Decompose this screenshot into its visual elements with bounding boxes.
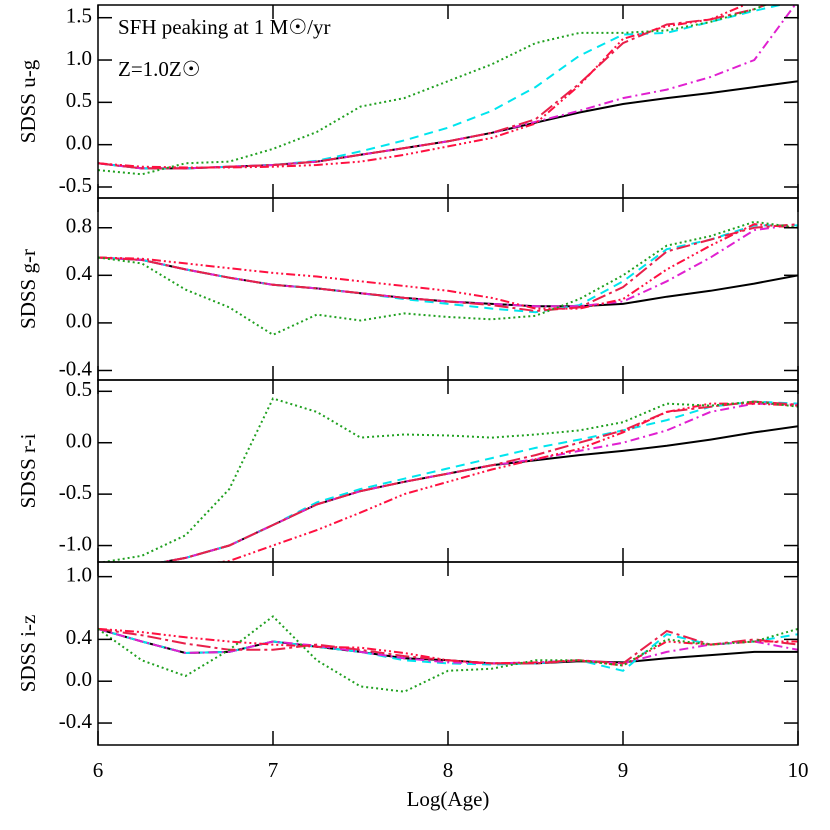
y-tick-label: -0.4 <box>59 356 93 380</box>
y-tick-label: 0.4 <box>66 261 93 285</box>
series-line <box>98 5 768 170</box>
y-tick-label: 0.5 <box>66 88 92 112</box>
series-line <box>158 400 798 562</box>
x-tick-label: 7 <box>268 758 279 782</box>
y-tick-label: 0.0 <box>66 667 92 691</box>
x-tick-label: 9 <box>618 758 629 782</box>
series-line <box>98 223 798 310</box>
series-line <box>98 220 798 336</box>
annotation: SFH peaking at 1 M☉/yr <box>118 15 330 39</box>
annotation: Z=1.0Z☉ <box>118 57 201 81</box>
series-line <box>98 5 768 176</box>
y-tick-label: 1.0 <box>66 562 92 586</box>
series-line <box>98 80 798 170</box>
y-tick-label: -0.4 <box>59 709 93 733</box>
y-tick-label: 0.5 <box>66 377 92 401</box>
series-line <box>98 397 798 562</box>
series-line <box>98 627 798 665</box>
y-tick-label: 0.8 <box>66 214 92 238</box>
y-tick-label: -0.5 <box>59 480 92 504</box>
series-line <box>98 224 798 314</box>
series-line <box>158 425 798 562</box>
x-tick-label: 10 <box>788 758 809 782</box>
series-line <box>212 402 798 562</box>
plot-frame <box>97 197 799 381</box>
y-tick-label: -1.0 <box>59 531 92 555</box>
y-axis-label: SDSS g-r <box>16 249 40 329</box>
y-axis-label: SDSS i-z <box>16 615 40 693</box>
x-axis-label: Log(Age) <box>407 787 490 811</box>
series-line <box>98 615 798 693</box>
series-line <box>98 627 798 665</box>
y-tick-label: 0.0 <box>66 429 92 453</box>
x-tick-label: 6 <box>93 758 104 782</box>
series-line <box>158 402 798 562</box>
series-line <box>98 223 798 313</box>
y-tick-label: 0.4 <box>66 625 93 649</box>
y-axis-label: SDSS u-g <box>16 59 40 143</box>
series-line <box>98 627 798 667</box>
series-line <box>98 256 798 308</box>
series-line <box>158 400 798 562</box>
x-tick-label: 8 <box>443 758 454 782</box>
series-line <box>98 627 798 672</box>
y-tick-label: 0.0 <box>66 130 92 154</box>
series-line <box>98 5 747 169</box>
y-tick-label: 1.5 <box>66 4 92 28</box>
y-axis-label: SDSS r-i <box>16 433 40 508</box>
y-tick-label: -0.5 <box>59 173 92 197</box>
y-tick-label: 1.0 <box>66 46 92 70</box>
y-tick-label: 0.0 <box>66 309 92 333</box>
